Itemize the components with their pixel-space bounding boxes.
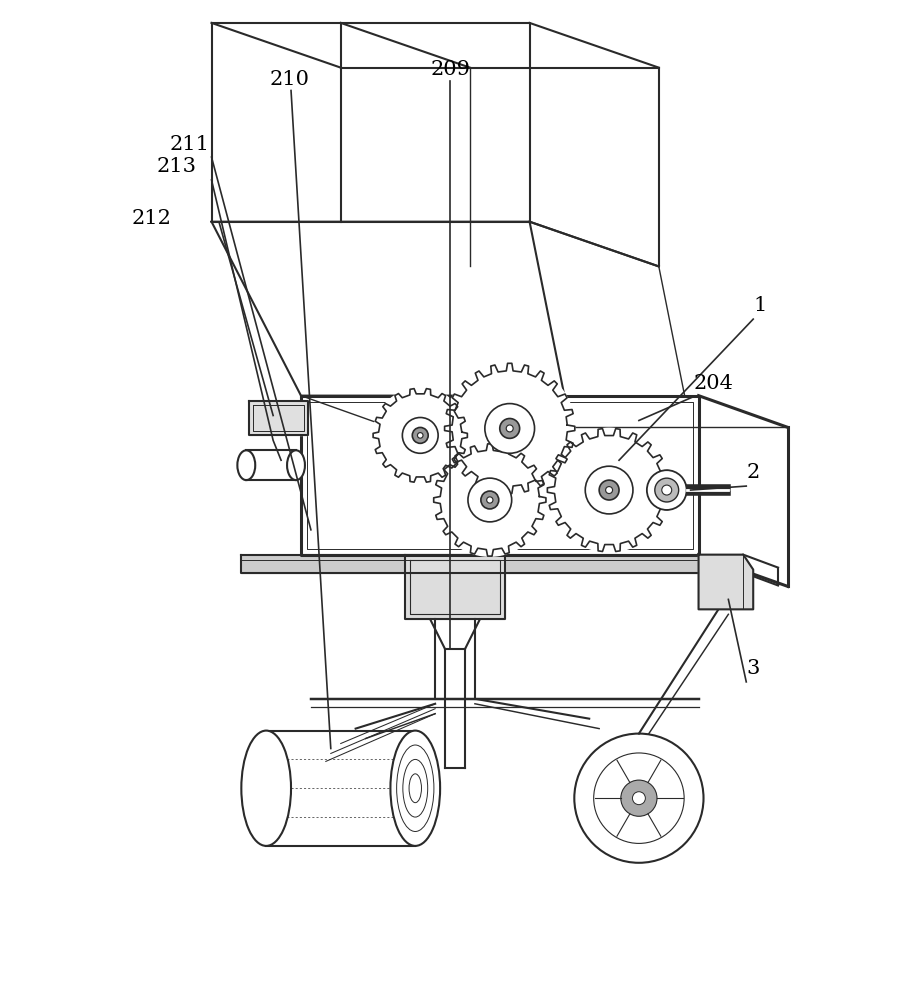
Circle shape (486, 497, 493, 503)
Polygon shape (301, 396, 698, 555)
Text: 204: 204 (693, 374, 732, 393)
Ellipse shape (287, 450, 304, 480)
Text: 1: 1 (753, 296, 766, 315)
Circle shape (631, 792, 644, 805)
Circle shape (468, 478, 511, 522)
Text: 3: 3 (745, 659, 759, 678)
Text: 209: 209 (430, 60, 470, 79)
Circle shape (402, 418, 437, 453)
Text: 2: 2 (745, 463, 759, 482)
Circle shape (499, 418, 519, 438)
Polygon shape (373, 388, 467, 483)
Circle shape (505, 425, 513, 432)
Circle shape (412, 427, 427, 443)
Polygon shape (547, 428, 670, 552)
Text: 213: 213 (156, 157, 197, 176)
Circle shape (661, 485, 671, 495)
Circle shape (654, 478, 678, 502)
Polygon shape (211, 23, 529, 222)
Circle shape (417, 433, 423, 438)
Polygon shape (266, 731, 414, 846)
Polygon shape (249, 401, 308, 435)
Polygon shape (405, 555, 505, 619)
Polygon shape (698, 555, 753, 609)
Text: 212: 212 (131, 209, 172, 228)
Circle shape (605, 487, 612, 494)
Circle shape (484, 404, 534, 453)
Polygon shape (241, 555, 743, 573)
Circle shape (646, 470, 686, 510)
Ellipse shape (237, 450, 255, 480)
Polygon shape (444, 363, 574, 494)
Circle shape (481, 491, 498, 509)
Circle shape (573, 734, 703, 863)
Polygon shape (433, 444, 545, 556)
Text: 210: 210 (269, 70, 309, 89)
Circle shape (620, 780, 656, 816)
Polygon shape (211, 222, 563, 396)
Ellipse shape (241, 731, 290, 846)
Ellipse shape (390, 731, 439, 846)
Text: 211: 211 (170, 135, 210, 154)
Circle shape (584, 466, 632, 514)
Polygon shape (246, 450, 296, 480)
Circle shape (598, 480, 618, 500)
Circle shape (593, 753, 684, 843)
